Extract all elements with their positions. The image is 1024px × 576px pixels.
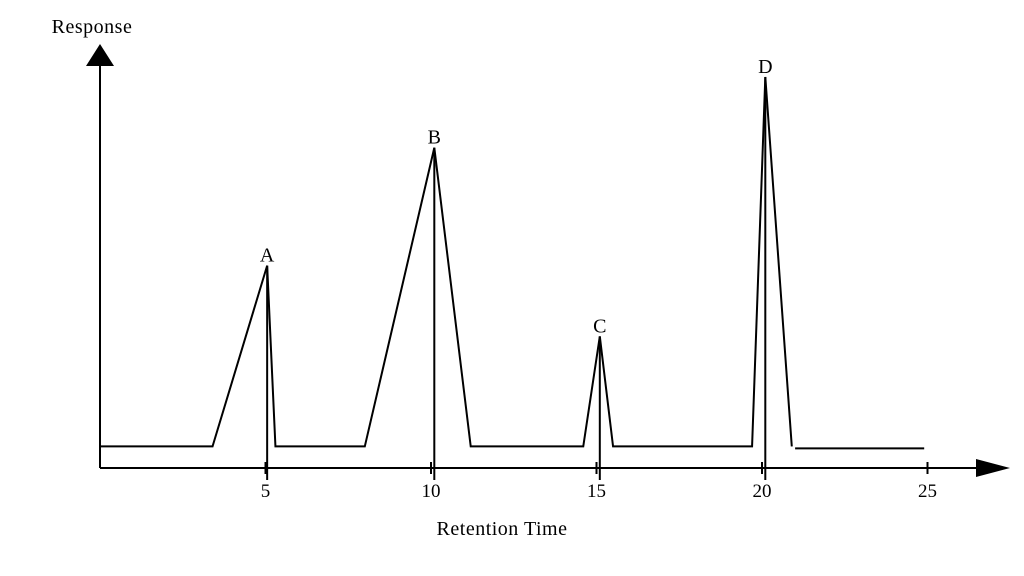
x-tick-label-10: 10: [422, 481, 441, 502]
series-line-0-0: [100, 76, 793, 448]
x-axis-label: Retention Time: [437, 518, 568, 540]
peak-label-A: A: [260, 245, 275, 267]
peak-labels: A B C D: [260, 56, 773, 337]
series-layer: [100, 76, 925, 450]
x-tick-label-15: 15: [587, 481, 606, 502]
y-axis-label: Response: [52, 16, 133, 38]
x-tick-label-5: 5: [261, 481, 271, 502]
x-ticks: 5 10 15 20 25: [261, 462, 937, 502]
peak-lines: [266, 77, 767, 480]
x-tick-label-20: 20: [753, 481, 772, 502]
x-axis-arrow: [976, 459, 1010, 477]
peak-label-B: B: [428, 127, 441, 149]
y-axis-arrow: [86, 44, 114, 66]
peak-label-C: C: [593, 315, 606, 337]
x-tick-label-25: 25: [918, 481, 937, 502]
peak-label-D: D: [758, 56, 772, 78]
axes: [86, 44, 1010, 477]
